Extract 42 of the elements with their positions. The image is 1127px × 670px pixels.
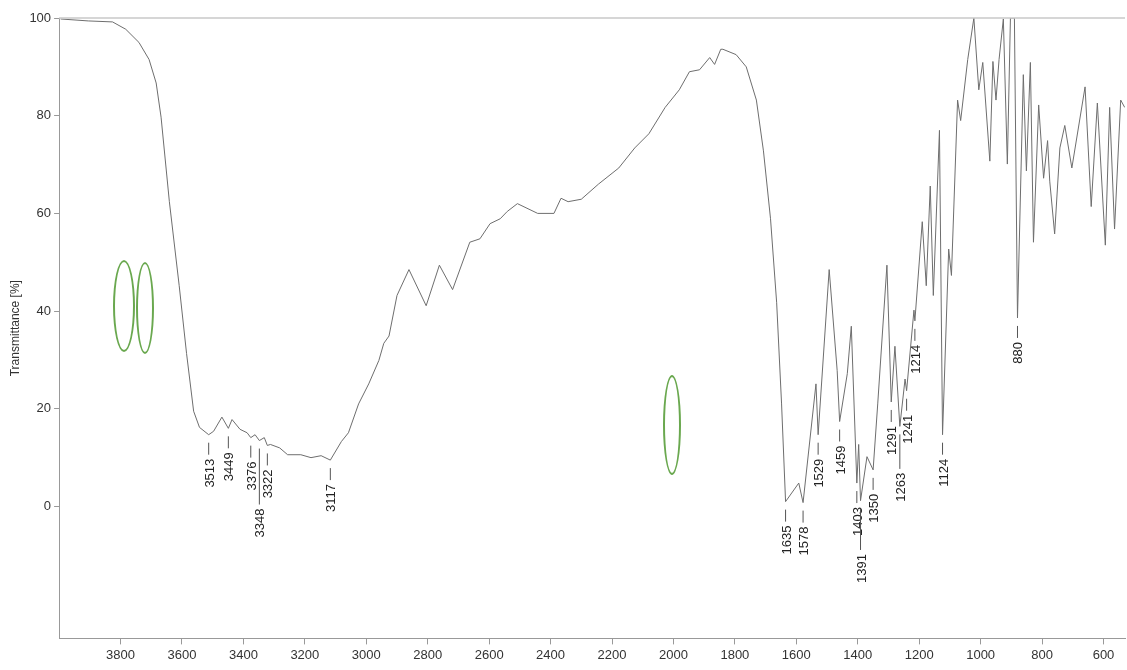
annotation: 3322 xyxy=(260,469,276,499)
x-tick-label: 3800 xyxy=(106,646,135,662)
y-tick-label: 40 xyxy=(36,302,52,318)
x-tick-label: 1600 xyxy=(781,646,811,662)
x-tick-label: 2600 xyxy=(474,646,504,662)
x-tick-label: 2800 xyxy=(413,646,443,662)
x-tick-label: 2400 xyxy=(536,646,566,662)
annotation: 1241 xyxy=(899,414,915,444)
annotation: 1124 xyxy=(935,458,951,487)
x-tick-label: 3200 xyxy=(290,646,320,662)
annotation: 1529 xyxy=(811,458,827,488)
y-tick-label: 20 xyxy=(36,400,52,416)
x-tick-label: 800 xyxy=(1031,646,1053,662)
annotation: 1635 xyxy=(778,525,794,555)
x-tick-label: 1400 xyxy=(843,646,873,662)
y-tick-label: 60 xyxy=(36,204,52,220)
annotation: 880 xyxy=(1010,341,1026,364)
y-axis-title: Transmittance [%] xyxy=(7,280,22,377)
x-tick-label: 2200 xyxy=(597,646,627,662)
annotation: 1459 xyxy=(832,445,848,475)
annotation: 3513 xyxy=(201,458,217,488)
annotation: 3376 xyxy=(243,461,259,491)
x-tick-label: 3600 xyxy=(167,646,197,662)
annotation: 1263 xyxy=(892,472,908,502)
annotation: 1214 xyxy=(907,344,923,374)
x-tick-label: 1000 xyxy=(966,646,996,662)
x-tick-label: 2000 xyxy=(658,646,688,662)
annotation: 1350 xyxy=(866,493,882,523)
y-tick-label: 80 xyxy=(36,107,52,123)
annotation: 3348 xyxy=(252,508,268,538)
y-tick-label: 0 xyxy=(43,498,52,514)
x-tick-label: 3000 xyxy=(351,646,381,662)
x-tick-label: 1200 xyxy=(904,646,934,662)
annotation: 3117 xyxy=(323,484,339,513)
x-tick-label: 1800 xyxy=(720,646,750,662)
annotation: 3449 xyxy=(221,452,237,482)
annotation: 1578 xyxy=(796,526,812,556)
annotation: 1391 xyxy=(853,553,869,583)
annotation: 1291 xyxy=(884,425,900,455)
y-tick-label: 100 xyxy=(29,9,52,25)
x-tick-label: 3400 xyxy=(228,646,258,662)
x-tick-label: 600 xyxy=(1092,646,1115,662)
